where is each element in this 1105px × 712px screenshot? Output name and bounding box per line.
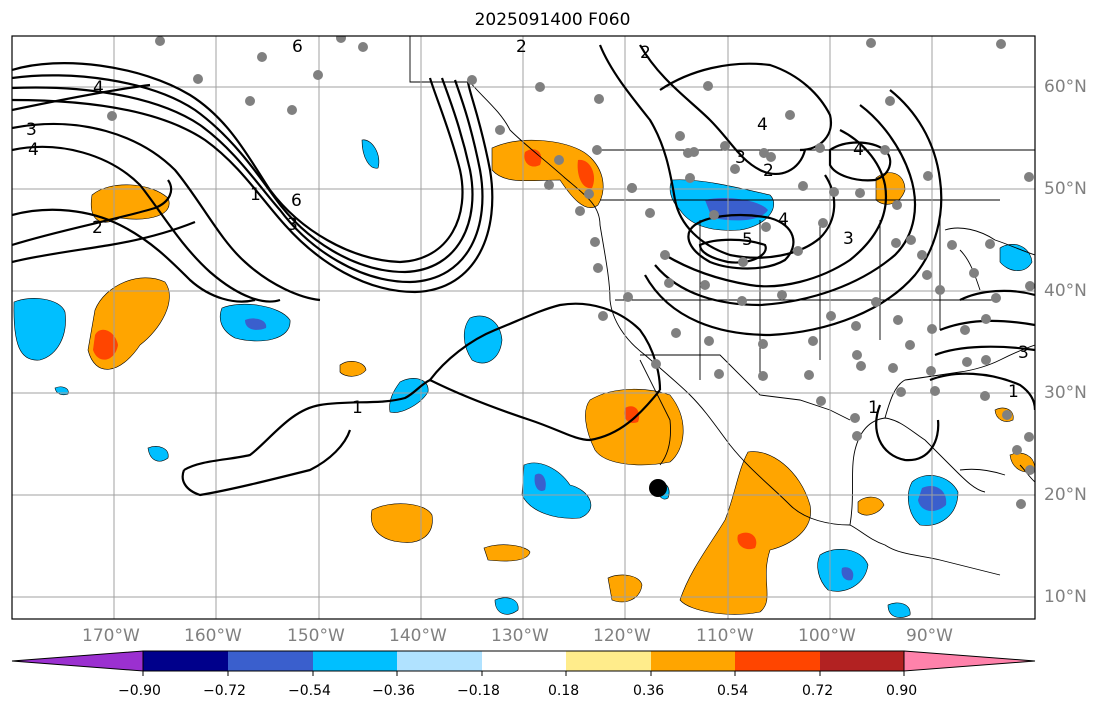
colorbar <box>11 650 1036 676</box>
anomaly-positive-region <box>491 139 604 208</box>
colorbar-segment <box>566 651 651 671</box>
contour-label: 4 <box>93 78 104 98</box>
colorbar-tick-label: 0.90 <box>886 683 918 699</box>
lon-label: 140°W <box>389 626 447 646</box>
contour-label: 2 <box>763 161 774 181</box>
contour-label: 3 <box>735 148 746 168</box>
anomaly-positive-region <box>483 544 531 562</box>
contour-label: 3 <box>1018 343 1029 363</box>
contour-label: 1 <box>1008 382 1019 402</box>
contour-label: 1 <box>868 398 879 418</box>
colorbar-tick-label: 0.54 <box>717 683 749 699</box>
colorbar-tick-label: 0.36 <box>633 683 665 699</box>
colorbar-tick-label: 0.18 <box>548 683 580 699</box>
colorbar-segment <box>651 651 735 671</box>
contour-label: 1 <box>250 185 261 205</box>
anomaly-positive-region-strong <box>737 532 757 550</box>
lat-label: 10°N <box>1044 587 1087 607</box>
anomaly-negative-region <box>521 462 592 519</box>
coastlines <box>409 36 1035 576</box>
lat-label: 40°N <box>1044 281 1087 301</box>
anomaly-positive-region-strong <box>624 406 640 424</box>
contour-label: 6 <box>292 37 303 57</box>
anomaly-negative-region-strong <box>841 567 854 581</box>
anomaly-positive-region <box>585 388 684 466</box>
contour-lines <box>12 44 1035 497</box>
anomaly-negative-region <box>494 597 519 615</box>
colorbar-segment <box>143 651 228 671</box>
map-title: 2025091400 F060 <box>474 10 631 30</box>
contour-label: 4 <box>757 115 768 135</box>
lat-label: 50°N <box>1044 179 1087 199</box>
anomaly-negative-region-strong <box>245 318 267 330</box>
contour-label: 3 <box>26 120 37 140</box>
graticule <box>12 36 1035 619</box>
anomaly-negative-region <box>463 315 503 364</box>
shaded-anomaly-regions <box>13 139 1035 618</box>
colorbar-tick-label: −0.72 <box>203 683 246 699</box>
colorbar-segment <box>228 651 313 671</box>
contour-label: 2 <box>640 43 651 63</box>
lon-label: 160°W <box>184 626 242 646</box>
anomaly-positive-region <box>370 503 433 543</box>
anomaly-negative-region <box>361 139 380 169</box>
contour-label: 3 <box>287 215 298 235</box>
colorbar-segment <box>313 651 397 671</box>
anomaly-positive-region <box>857 496 885 516</box>
anomaly-positive-region <box>339 361 367 377</box>
contour-label: 2 <box>516 37 527 57</box>
colorbar-tick-label: −0.90 <box>118 683 161 699</box>
colorbar-high-extension <box>903 650 1036 672</box>
contour-label: 2 <box>92 218 103 238</box>
anomaly-negative-region <box>887 602 911 618</box>
contour-label: 4 <box>28 140 39 160</box>
lon-label: 100°W <box>798 626 856 646</box>
contour-label: 4 <box>778 210 789 230</box>
lon-label: 170°W <box>82 626 140 646</box>
map-frame <box>11 35 1036 620</box>
station-markers <box>107 36 1035 509</box>
lon-label: 130°W <box>491 626 549 646</box>
anomaly-negative-region <box>13 298 66 361</box>
colorbar-segment <box>735 651 820 671</box>
lon-label: 90°W <box>906 626 953 646</box>
colorbar-segment <box>820 651 904 671</box>
anomaly-positive-region-strong <box>577 159 595 189</box>
colorbar-low-extension <box>11 650 144 672</box>
lat-label: 60°N <box>1044 77 1087 97</box>
contour-label: 6 <box>291 191 302 211</box>
colorbar-tick-label: 0.72 <box>802 683 834 699</box>
anomaly-positive-region-strong <box>93 329 118 360</box>
lat-label: 20°N <box>1044 485 1087 505</box>
colorbar-segment <box>482 651 566 671</box>
reference-point-marker <box>649 479 667 497</box>
anomaly-negative-region <box>147 446 169 462</box>
lon-label: 120°W <box>593 626 651 646</box>
colorbar-segment <box>397 651 482 671</box>
colorbar-tick-label: −0.54 <box>288 683 331 699</box>
anomaly-negative-region <box>54 386 69 396</box>
lat-label: 30°N <box>1044 383 1087 403</box>
lon-label: 110°W <box>696 626 754 646</box>
anomaly-positive-region <box>90 184 170 223</box>
contour-label: 4 <box>853 140 864 160</box>
anomaly-negative-region-strong <box>534 473 546 491</box>
lon-label: 150°W <box>287 626 345 646</box>
contour-label: 3 <box>843 229 854 249</box>
colorbar-tick-label: −0.18 <box>457 683 500 699</box>
contour-label: 1 <box>352 398 363 418</box>
contour-label: 5 <box>742 230 753 250</box>
colorbar-tick-label: −0.36 <box>372 683 415 699</box>
